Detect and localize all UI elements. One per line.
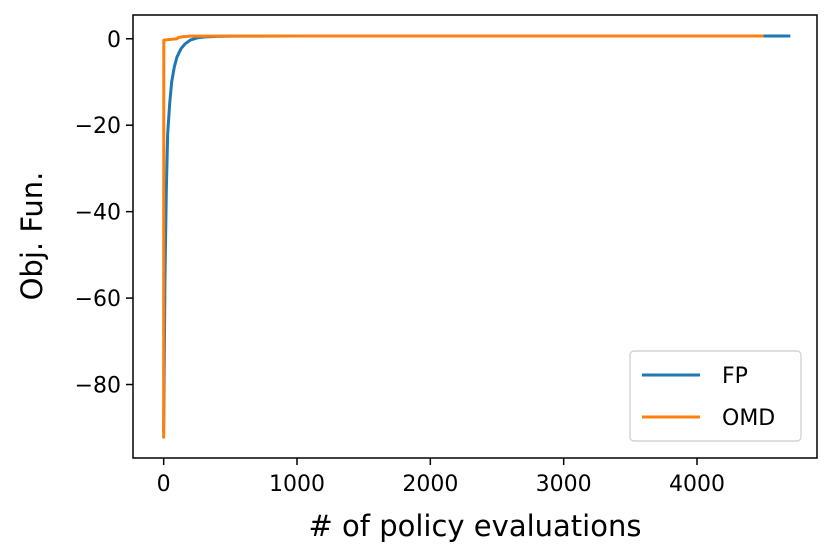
legend-label-fp: FP (722, 364, 748, 389)
x-tick-label: 0 (157, 472, 171, 497)
x-tick-label: 2000 (402, 472, 458, 497)
legend: FP OMD (629, 350, 802, 442)
y-tick-label: −20 (75, 114, 121, 139)
legend-label-omd: OMD (722, 406, 775, 431)
legend-box (629, 350, 802, 442)
x-tick-label: 4000 (669, 472, 725, 497)
x-tick-label: 1000 (269, 472, 325, 497)
plot-frame (132, 14, 818, 459)
y-tick-label: −80 (75, 374, 121, 399)
y-axis-label: Obj. Fun. (15, 172, 49, 301)
series-layer (162, 34, 791, 439)
y-tick-label: −40 (75, 201, 121, 226)
series-line-omd (162, 34, 764, 439)
y-tick-label: −60 (75, 287, 121, 312)
y-tick-label: 0 (107, 28, 121, 53)
ticks-layer: 0 1000 2000 3000 4000 0 −20 −40 −60 −80 (75, 28, 725, 497)
x-tick-label: 3000 (536, 472, 592, 497)
x-axis-label: # of policy evaluations (309, 509, 642, 543)
